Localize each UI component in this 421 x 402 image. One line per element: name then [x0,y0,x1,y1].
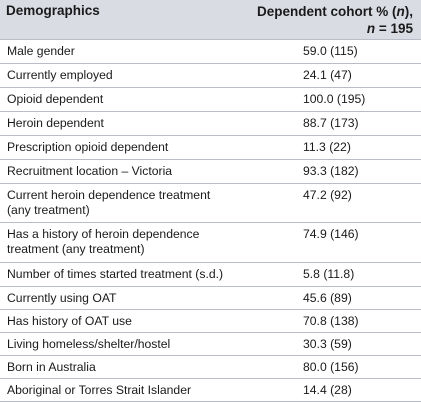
row-value: 93.3 (182) [303,164,359,178]
row-label: Current heroin dependence treatment (any… [7,188,211,217]
header-n-symbol-2: n [366,21,376,36]
row-value: 30.3 (59) [303,337,352,351]
row-value: 45.6 (89) [303,291,352,305]
row-value: 5.8 (11.8) [303,267,355,281]
table-row: Aboriginal or Torres Strait Islander 14.… [0,378,421,401]
row-value: 59.0 (115) [303,44,358,58]
row-value: 47.2 (92) [303,188,352,202]
row-value: 11.3 (22) [303,140,351,154]
row-value: 70.8 (138) [303,314,359,328]
row-label: Has history of OAT use [7,314,132,328]
row-label: Born in Australia [7,360,96,374]
header-n-value: = 195 [375,21,413,36]
header-n-symbol: n [396,4,405,19]
header-dependent-cohort: Dependent cohort % (n), n = 195 [257,3,413,37]
table-row: Current heroin dependence treatment (any… [0,183,421,222]
header-line-1: Dependent cohort % (n), [257,3,413,20]
table-row: Born in Australia 80.0 (156) [0,355,421,378]
header-demographics: Demographics [6,3,100,18]
table-row: Heroin dependent 88.7 (173) [0,111,421,135]
table-row: Recruitment location – Victoria 93.3 (18… [0,159,421,183]
row-value: 88.7 (173) [303,116,359,130]
row-label: Aboriginal or Torres Strait Islander [7,383,192,397]
table-header: Demographics Dependent cohort % (n), n =… [0,0,421,39]
row-label: Currently employed [7,68,113,82]
row-value: 14.4 (28) [303,383,352,397]
row-label: Prescription opioid dependent [7,140,169,154]
table-row: Currently using OAT 45.6 (89) [0,286,421,309]
row-label: Number of times started treatment (s.d.) [7,267,224,281]
header-suffix: ), [404,4,413,19]
row-label: Male gender [7,44,75,58]
row-label: Currently using OAT [7,291,117,305]
row-value: 24.1 (47) [303,68,352,82]
table-row: Number of times started treatment (s.d.)… [0,262,421,286]
header-line-2: n = 195 [257,20,413,37]
row-value: 74.9 (146) [303,227,359,241]
table-row: Prescription opioid dependent 11.3 (22) [0,135,421,159]
table-row: Has history of OAT use 70.8 (138) [0,309,421,332]
table-row: Living homeless/shelter/hostel 30.3 (59) [0,332,421,355]
row-label: Opioid dependent [7,92,104,106]
table-row: Has a history of heroin dependence treat… [0,222,421,262]
header-prefix: Dependent cohort % ( [256,4,397,19]
row-label: Living homeless/shelter/hostel [7,337,171,351]
row-label: Has a history of heroin dependence treat… [7,227,200,256]
row-value: 100.0 (195) [303,92,366,106]
row-label: Recruitment location – Victoria [7,164,173,178]
row-value: 80.0 (156) [303,360,359,374]
table-row: Currently employed 24.1 (47) [0,63,421,87]
table-row: Opioid dependent 100.0 (195) [0,87,421,111]
row-label: Heroin dependent [7,116,104,130]
table-row: Male gender 59.0 (115) [0,39,421,63]
